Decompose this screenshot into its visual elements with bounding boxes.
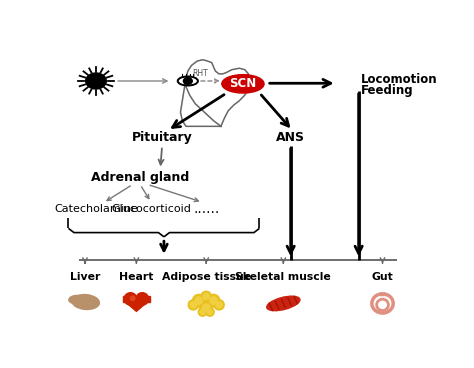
Ellipse shape xyxy=(267,296,300,311)
Ellipse shape xyxy=(136,293,148,305)
Text: Catecholamine: Catecholamine xyxy=(54,204,138,213)
Text: ......: ...... xyxy=(193,202,219,216)
Ellipse shape xyxy=(188,300,199,310)
Ellipse shape xyxy=(195,297,202,304)
Ellipse shape xyxy=(206,308,214,316)
Text: Heart: Heart xyxy=(119,272,154,282)
Text: Liver: Liver xyxy=(70,272,100,282)
Polygon shape xyxy=(123,300,150,311)
Ellipse shape xyxy=(222,75,264,93)
Ellipse shape xyxy=(130,296,135,301)
Circle shape xyxy=(86,73,106,89)
Text: Adrenal gland: Adrenal gland xyxy=(91,171,189,184)
Text: Adipose tissue: Adipose tissue xyxy=(162,272,251,282)
Text: SCN: SCN xyxy=(229,77,256,90)
Circle shape xyxy=(183,78,192,84)
Text: Locomotion: Locomotion xyxy=(360,73,437,86)
Ellipse shape xyxy=(69,296,82,304)
Ellipse shape xyxy=(190,302,196,308)
Ellipse shape xyxy=(207,309,212,315)
Ellipse shape xyxy=(203,293,209,300)
Ellipse shape xyxy=(210,297,217,304)
Ellipse shape xyxy=(214,300,224,310)
Ellipse shape xyxy=(201,291,211,301)
Text: Glucocorticoid: Glucocorticoid xyxy=(111,204,191,213)
Ellipse shape xyxy=(202,304,210,311)
Ellipse shape xyxy=(200,301,212,314)
Text: Pituitary: Pituitary xyxy=(132,131,192,144)
Text: ANS: ANS xyxy=(276,131,305,144)
Ellipse shape xyxy=(72,294,100,309)
Ellipse shape xyxy=(192,294,205,307)
Text: Skeletal muscle: Skeletal muscle xyxy=(236,272,331,282)
Ellipse shape xyxy=(216,302,222,308)
Ellipse shape xyxy=(124,293,137,305)
Ellipse shape xyxy=(200,309,205,315)
Ellipse shape xyxy=(198,308,207,316)
FancyBboxPatch shape xyxy=(123,296,150,302)
Text: Feeding: Feeding xyxy=(360,84,413,98)
Text: RHT: RHT xyxy=(192,68,208,78)
Text: Gut: Gut xyxy=(372,272,393,282)
Ellipse shape xyxy=(207,294,220,307)
